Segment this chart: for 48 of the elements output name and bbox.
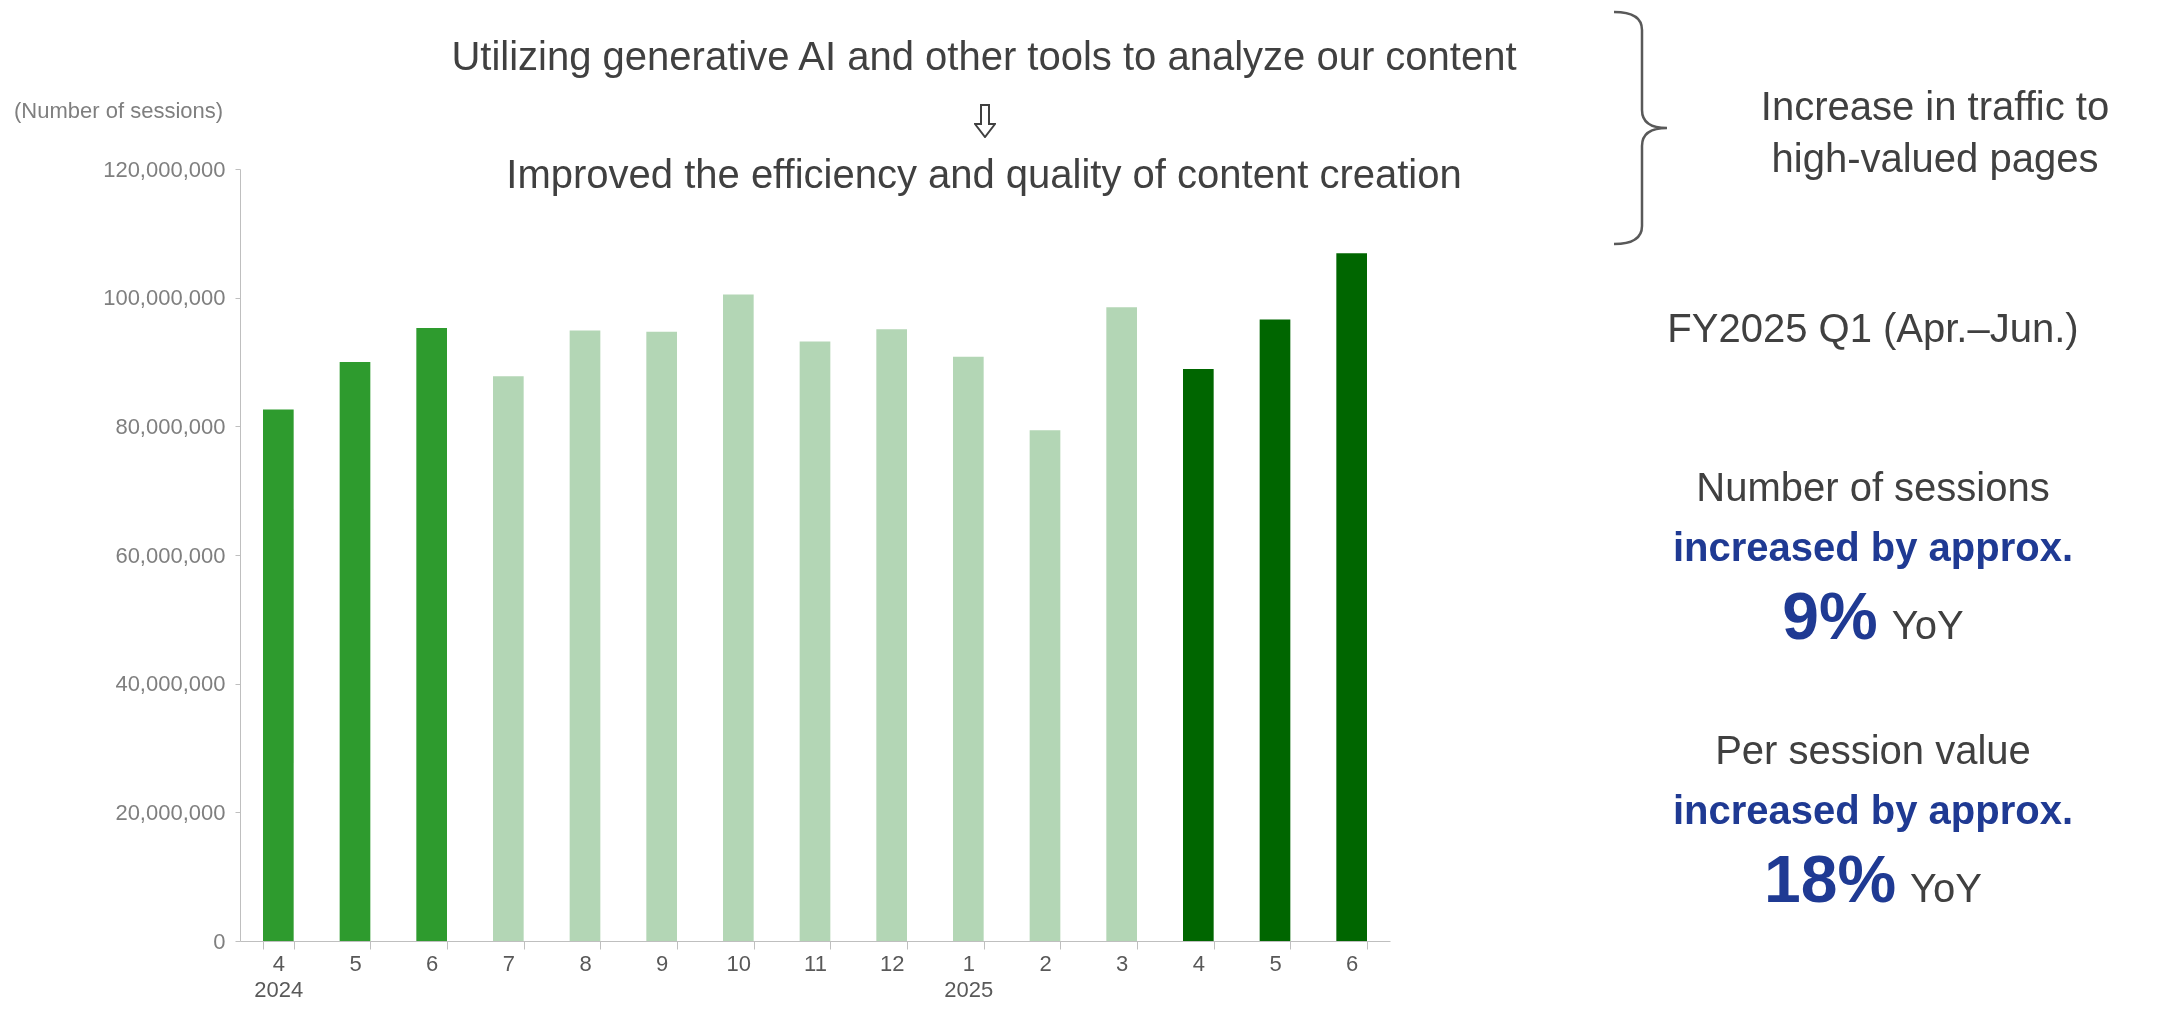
text: Increase in traffic to high-valued pages — [1759, 83, 2111, 182]
x-tick-label: 11 — [804, 950, 827, 976]
text: 18% YoY — [1763, 842, 1983, 916]
text: Number of sessions — [1695, 465, 2051, 510]
bar — [1106, 307, 1137, 941]
text: 9% YoY — [1782, 579, 1964, 653]
y-tick-label: 100,000,000 — [103, 285, 226, 311]
bar — [953, 356, 984, 941]
y-tick-label: 20,000,000 — [115, 799, 226, 825]
y-tick-label: 60,000,000 — [115, 542, 226, 568]
x-tick-label: 4 — [1192, 950, 1205, 976]
bar — [416, 327, 447, 941]
x-tick-label: 7 — [502, 950, 515, 976]
x-tick-label: 5 — [1269, 950, 1282, 976]
x-tick-label: 10 — [726, 950, 752, 976]
y-tick-label: 80,000,000 — [115, 413, 226, 439]
bar — [493, 376, 524, 941]
y-tick-label: 120,000,000 — [103, 156, 226, 182]
bar — [1336, 253, 1367, 941]
x-tick-label: 9 — [656, 950, 669, 976]
text: FY2025 Q1 (Apr.–Jun.) — [1666, 306, 2080, 351]
text: increased by approx. — [1671, 525, 2075, 570]
x-tick-label: 3 — [1116, 950, 1129, 976]
x-tick-label: 5 — [349, 950, 362, 976]
y-axis-title: (Number of sessions) — [14, 98, 224, 124]
x-tick-label: 6 — [426, 950, 439, 976]
bar — [1183, 369, 1214, 941]
x-tick-label: 2 — [1039, 950, 1052, 976]
bar — [339, 362, 371, 941]
y-tick-label: 40,000,000 — [115, 671, 226, 697]
bar — [799, 341, 831, 941]
x-tick-label: 6 — [1346, 950, 1359, 976]
x-tick-label: 12 — [879, 950, 905, 976]
bar — [1029, 430, 1061, 941]
bar — [569, 330, 601, 941]
bar — [876, 329, 907, 941]
bar — [263, 409, 294, 941]
bar — [1259, 319, 1291, 941]
text: increased by approx. — [1671, 788, 2075, 833]
y-tick-label: 0 — [213, 928, 226, 954]
text: Utilizing generative AI and other tools to analyze our content — [451, 34, 1517, 79]
bar — [723, 294, 754, 941]
x-tick-label: 1 2025 — [944, 950, 994, 1002]
bar — [646, 331, 677, 941]
text: Per session value — [1714, 728, 2032, 773]
x-tick-label: 8 — [579, 950, 592, 976]
annotation: Improved the efficiency and quality of content creation — [506, 152, 1462, 197]
x-tick-label: 4 2024 — [254, 950, 304, 1002]
